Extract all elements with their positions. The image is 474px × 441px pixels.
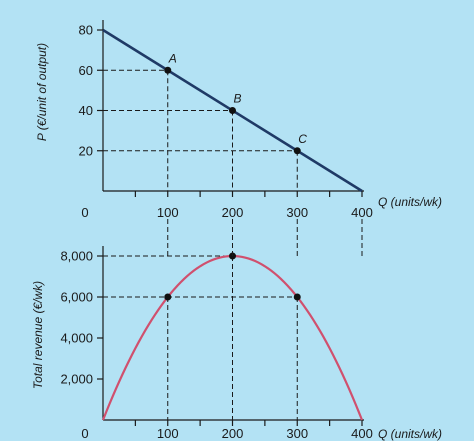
y-tick-label: 40 [79,103,93,118]
point-label-a: A [168,51,177,65]
y-tick-label: 20 [79,143,93,158]
x-tick-label: 200 [222,426,244,441]
y-axis-title: Total revenue (€/wk) [31,281,45,389]
revenue-panel: 2,000 4,000 6,000 8,000 100 200 300 400 0 Total r… [31,246,442,441]
x-tick-label: 300 [286,205,308,220]
x-tick-label: 400 [351,205,373,220]
x-tick-label: 300 [286,426,308,441]
data-point [229,107,236,114]
point-label-b: B [234,92,242,106]
x-tick-label: 100 [157,205,179,220]
x-tick-label: 200 [222,205,244,220]
data-point [293,147,301,155]
data-point [293,293,301,301]
y-tick-label: 4,000 [60,331,93,346]
y-axis-title: P (€/unit of output) [35,43,49,141]
origin-label: 0 [81,205,88,220]
origin-label: 0 [81,426,88,441]
y-tick-label: 2,000 [60,372,93,387]
y-tick-label: 80 [79,23,93,38]
price-panel: 20 40 60 80 100 200 300 400 0 P (€/unit of output… [35,20,442,220]
x-tick-label: 400 [351,426,373,441]
data-point [164,66,172,74]
point-label-c: C [298,132,307,146]
data-point [164,293,172,301]
y-tick-label: 60 [79,63,93,78]
y-tick-label: 6,000 [60,290,93,305]
y-tick-label: 8,000 [60,249,93,264]
x-axis-title: Q (units/wk) [378,195,442,209]
x-axis-title: Q (units/wk) [378,427,442,441]
x-tick-label: 100 [157,426,179,441]
